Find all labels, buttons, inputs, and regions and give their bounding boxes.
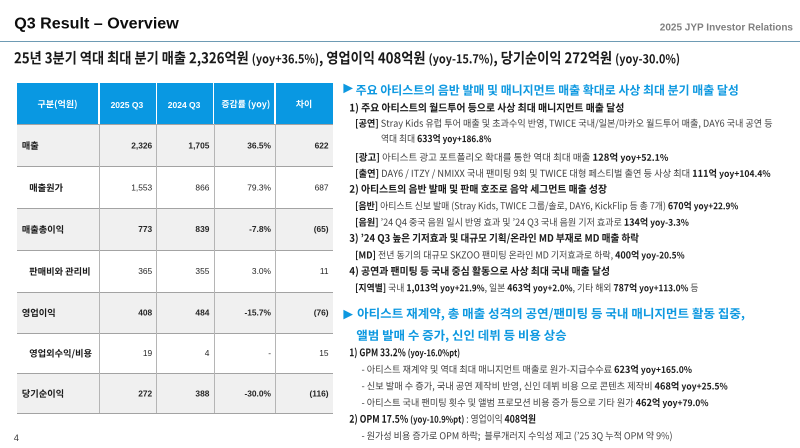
svg-text:272: 272 (138, 388, 152, 398)
svg-text:355: 355 (195, 266, 209, 276)
svg-text:79.3%: 79.3% (247, 182, 271, 192)
svg-text:Q3 Result – Overview: Q3 Result – Overview (14, 15, 179, 33)
svg-text:866: 866 (195, 182, 209, 192)
svg-text:2,326: 2,326 (131, 140, 152, 150)
svg-text:15: 15 (319, 348, 329, 358)
svg-text:1,705: 1,705 (188, 140, 209, 150)
svg-text:408: 408 (138, 307, 152, 317)
svg-text:484: 484 (195, 307, 209, 317)
svg-text:4: 4 (14, 433, 19, 443)
svg-text:2024 Q3: 2024 Q3 (168, 100, 201, 110)
svg-text:-7.8%: -7.8% (249, 224, 271, 234)
svg-text:365: 365 (138, 266, 152, 276)
svg-text:-15.7%: -15.7% (244, 307, 271, 317)
svg-text:1,553: 1,553 (131, 182, 152, 192)
svg-text:4: 4 (205, 348, 210, 358)
svg-text:773: 773 (138, 224, 152, 234)
svg-text:11: 11 (320, 266, 329, 276)
svg-text:19: 19 (143, 348, 153, 358)
svg-text:(76): (76) (314, 307, 329, 317)
svg-text:36.5%: 36.5% (247, 140, 271, 150)
svg-text:(116): (116) (310, 388, 329, 398)
svg-text:2025 Q3: 2025 Q3 (111, 100, 144, 110)
svg-text:-: - (268, 348, 271, 358)
svg-text:687: 687 (315, 182, 329, 192)
svg-text:-30.0%: -30.0% (244, 388, 271, 398)
svg-text:388: 388 (195, 388, 209, 398)
svg-text:3.0%: 3.0% (252, 266, 272, 276)
svg-text:839: 839 (195, 224, 209, 234)
svg-text:622: 622 (315, 140, 329, 150)
svg-text:(65): (65) (314, 224, 329, 234)
svg-text:2025 JYP Investor Relations: 2025 JYP Investor Relations (660, 22, 794, 33)
